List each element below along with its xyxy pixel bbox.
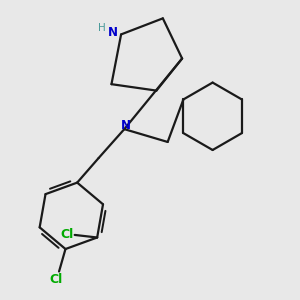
Text: N: N [121,119,131,132]
Text: H: H [98,23,106,33]
Text: N: N [108,26,118,39]
Text: Cl: Cl [60,228,73,241]
Text: Cl: Cl [49,273,62,286]
